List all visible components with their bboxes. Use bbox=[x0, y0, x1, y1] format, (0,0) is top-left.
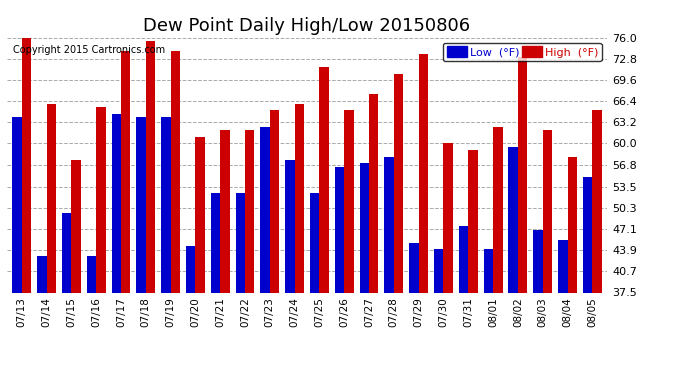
Bar bbox=[245, 130, 255, 292]
Bar bbox=[344, 110, 354, 292]
Bar bbox=[310, 193, 319, 292]
Bar bbox=[235, 193, 245, 292]
Bar bbox=[583, 177, 592, 292]
Bar bbox=[121, 51, 130, 292]
Bar bbox=[112, 114, 121, 292]
Bar bbox=[533, 230, 543, 292]
Bar bbox=[369, 94, 379, 292]
Bar bbox=[37, 256, 47, 292]
Bar bbox=[335, 166, 344, 292]
Bar bbox=[509, 147, 518, 292]
Bar bbox=[87, 256, 96, 292]
Bar bbox=[459, 226, 469, 292]
Legend: Low  (°F), High  (°F): Low (°F), High (°F) bbox=[443, 43, 602, 61]
Bar bbox=[295, 104, 304, 292]
Bar bbox=[543, 130, 552, 292]
Bar bbox=[260, 127, 270, 292]
Bar bbox=[161, 117, 170, 292]
Bar bbox=[444, 144, 453, 292]
Bar bbox=[359, 164, 369, 292]
Bar bbox=[146, 41, 155, 292]
Bar bbox=[319, 67, 329, 292]
Bar bbox=[384, 157, 394, 292]
Bar bbox=[137, 117, 146, 292]
Bar bbox=[493, 127, 502, 292]
Bar bbox=[186, 246, 195, 292]
Bar bbox=[434, 249, 444, 292]
Bar bbox=[518, 57, 527, 292]
Bar bbox=[211, 193, 220, 292]
Text: Copyright 2015 Cartronics.com: Copyright 2015 Cartronics.com bbox=[13, 45, 165, 55]
Bar bbox=[22, 34, 31, 292]
Bar bbox=[47, 104, 56, 292]
Title: Dew Point Daily High/Low 20150806: Dew Point Daily High/Low 20150806 bbox=[144, 16, 471, 34]
Bar bbox=[270, 110, 279, 292]
Bar bbox=[195, 137, 205, 292]
Bar bbox=[71, 160, 81, 292]
Bar bbox=[469, 150, 477, 292]
Bar bbox=[220, 130, 230, 292]
Bar bbox=[170, 51, 180, 292]
Bar bbox=[62, 213, 71, 292]
Bar bbox=[12, 117, 22, 292]
Bar bbox=[558, 240, 567, 292]
Bar bbox=[409, 243, 419, 292]
Bar bbox=[285, 160, 295, 292]
Bar bbox=[96, 107, 106, 292]
Bar bbox=[419, 54, 428, 292]
Bar bbox=[592, 110, 602, 292]
Bar bbox=[394, 74, 403, 292]
Bar bbox=[567, 157, 577, 292]
Bar bbox=[484, 249, 493, 292]
